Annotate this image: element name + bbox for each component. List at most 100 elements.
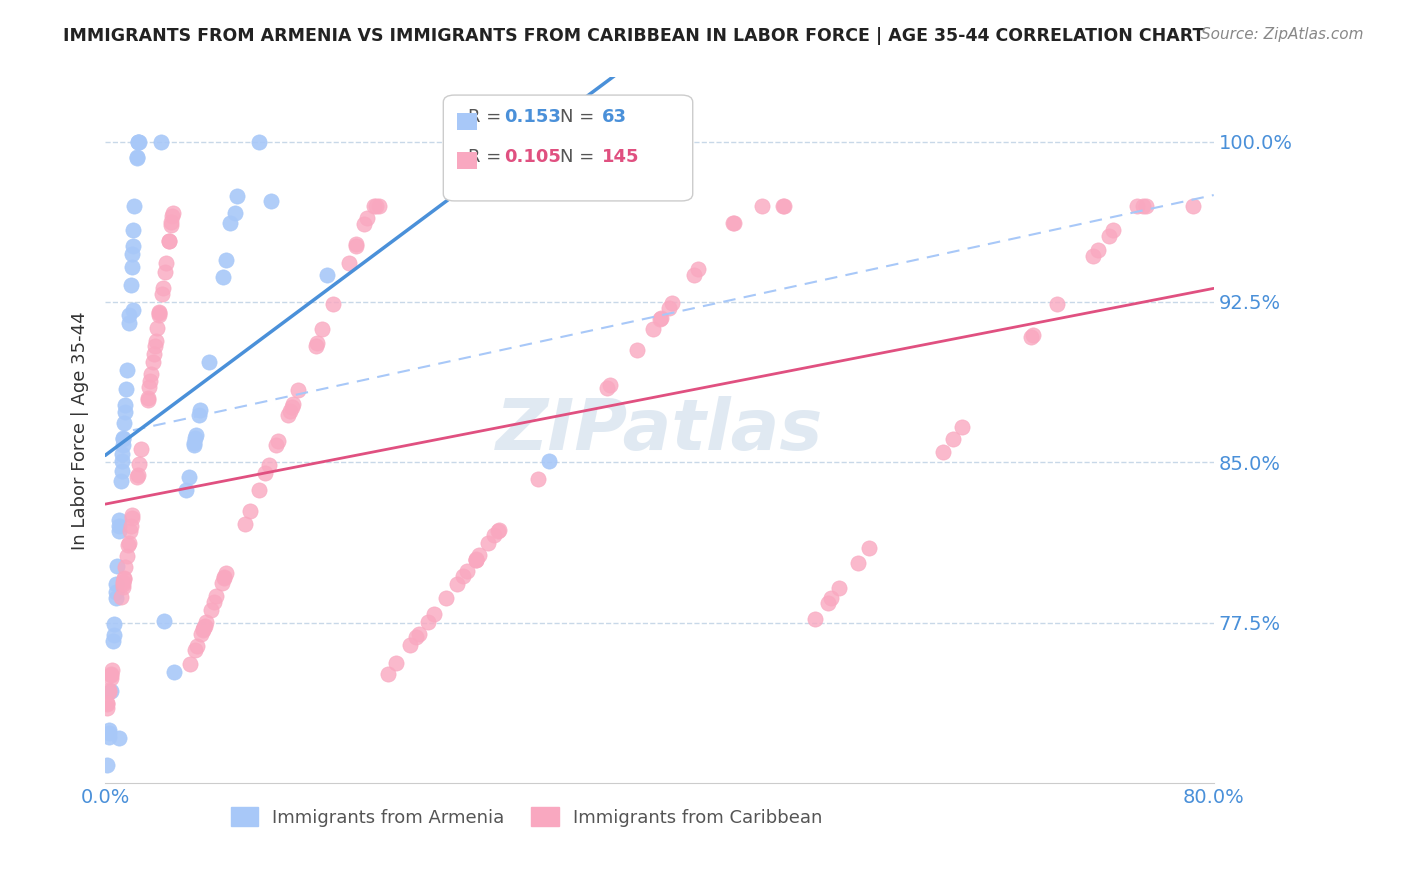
Point <box>114 382 136 396</box>
Point <box>152 281 174 295</box>
Point <box>149 135 172 149</box>
Point <box>226 189 249 203</box>
Point <box>139 375 162 389</box>
Point <box>129 442 152 456</box>
Point <box>368 199 391 213</box>
Point <box>183 438 205 452</box>
Point <box>257 458 280 472</box>
Point <box>316 268 339 282</box>
Point <box>650 311 672 326</box>
Point <box>184 431 207 445</box>
Point <box>277 408 299 422</box>
Point <box>125 150 148 164</box>
Point <box>950 420 973 434</box>
Point <box>121 247 143 261</box>
Point <box>190 627 212 641</box>
Point <box>408 626 430 640</box>
Point <box>486 524 509 538</box>
Point <box>194 619 217 633</box>
Point <box>537 454 560 468</box>
Point <box>142 355 165 369</box>
Text: 145: 145 <box>602 148 640 166</box>
Point <box>136 391 159 405</box>
Point <box>141 367 163 381</box>
Point <box>942 433 965 447</box>
Point <box>122 303 145 318</box>
Point <box>122 223 145 237</box>
Legend: Immigrants from Armenia, Immigrants from Caribbean: Immigrants from Armenia, Immigrants from… <box>224 800 830 834</box>
Point <box>205 589 228 603</box>
Point <box>177 470 200 484</box>
Point <box>337 256 360 270</box>
Point <box>128 457 150 471</box>
FancyBboxPatch shape <box>457 152 477 169</box>
Text: IMMIGRANTS FROM ARMENIA VS IMMIGRANTS FROM CARIBBEAN IN LABOR FORCE | AGE 35-44 : IMMIGRANTS FROM ARMENIA VS IMMIGRANTS FR… <box>63 27 1205 45</box>
Point <box>121 508 143 522</box>
Point <box>96 696 118 710</box>
Point <box>157 234 180 248</box>
Point <box>188 408 211 422</box>
Point <box>98 725 121 739</box>
Point <box>138 380 160 394</box>
Point <box>465 552 488 566</box>
Point <box>278 403 301 417</box>
Point <box>434 591 457 606</box>
Point <box>191 624 214 638</box>
Point <box>104 585 127 599</box>
Point <box>183 436 205 450</box>
Point <box>212 571 235 585</box>
Point <box>751 199 773 213</box>
Point <box>121 239 143 253</box>
Point <box>148 305 170 319</box>
Point <box>464 552 486 566</box>
Point <box>1019 330 1042 344</box>
Point <box>184 427 207 442</box>
Point <box>683 268 706 282</box>
Point <box>817 596 839 610</box>
Point <box>468 548 491 562</box>
Point <box>110 474 132 488</box>
Point <box>239 504 262 518</box>
Point <box>157 234 180 248</box>
Text: R =: R = <box>468 148 506 166</box>
Point <box>344 238 367 252</box>
Point <box>118 309 141 323</box>
Point <box>98 723 121 737</box>
Point <box>260 194 283 209</box>
Point <box>120 524 142 538</box>
Point <box>858 541 880 556</box>
Point <box>202 595 225 609</box>
Text: ZIPatlas: ZIPatlas <box>496 396 823 465</box>
Point <box>267 434 290 448</box>
Point <box>356 211 378 225</box>
Point <box>405 630 427 644</box>
Point <box>112 575 135 590</box>
Point <box>363 199 385 213</box>
Point <box>117 536 139 550</box>
Point <box>114 560 136 574</box>
Point <box>193 623 215 637</box>
Point <box>219 216 242 230</box>
Point <box>804 612 827 626</box>
Point <box>1021 328 1043 343</box>
Point <box>150 287 173 301</box>
Point <box>118 316 141 330</box>
Point <box>160 210 183 224</box>
Point <box>446 576 468 591</box>
Point <box>211 576 233 591</box>
Point <box>127 470 149 484</box>
FancyBboxPatch shape <box>443 95 693 201</box>
Point <box>773 199 796 213</box>
Point <box>103 634 125 648</box>
Point <box>142 347 165 361</box>
Text: Source: ZipAtlas.com: Source: ZipAtlas.com <box>1201 27 1364 42</box>
Point <box>596 381 619 395</box>
Point <box>112 432 135 446</box>
Point <box>100 663 122 677</box>
Point <box>121 511 143 525</box>
Point <box>1135 199 1157 213</box>
Point <box>723 216 745 230</box>
Point <box>111 454 134 468</box>
Point <box>136 393 159 408</box>
Point <box>212 270 235 285</box>
